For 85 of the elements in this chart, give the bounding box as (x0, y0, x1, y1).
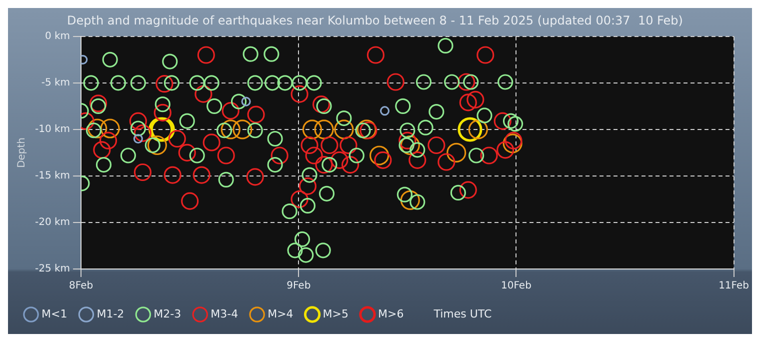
point (129, 112, 147, 130)
point (312, 96, 330, 114)
point (342, 156, 360, 174)
point (502, 134, 522, 154)
point (494, 112, 512, 130)
point (154, 104, 172, 122)
point (134, 163, 152, 182)
point (192, 166, 210, 184)
point (88, 118, 108, 138)
y-tick-label: -5 km (41, 78, 70, 89)
y-tick-label: -15 km (34, 170, 70, 182)
legend-label: M>6 (378, 307, 404, 320)
x-tick-label: 9Feb (286, 280, 311, 292)
y-axis-title: Depth (16, 137, 28, 168)
point (438, 153, 456, 171)
point (290, 85, 308, 103)
point (156, 75, 174, 93)
point (466, 90, 484, 108)
point (290, 190, 308, 208)
point (334, 120, 354, 140)
point (93, 141, 111, 159)
point (99, 132, 118, 150)
point (374, 151, 392, 169)
point (147, 135, 167, 156)
y-tick-label: 0 km (44, 30, 70, 42)
point (400, 190, 420, 210)
point (305, 146, 323, 164)
point (446, 142, 466, 162)
point (480, 146, 498, 164)
x-tick-label: 11Feb (718, 280, 750, 292)
point (100, 118, 120, 138)
point (178, 144, 196, 162)
point (315, 156, 333, 174)
point (246, 168, 264, 186)
point (366, 46, 384, 64)
point (222, 102, 240, 120)
point (89, 94, 108, 112)
point (220, 120, 240, 140)
point (458, 117, 482, 142)
point (428, 136, 446, 154)
point (380, 106, 390, 116)
point (400, 135, 420, 156)
y-tick-label: -20 km (34, 217, 70, 228)
point (370, 146, 390, 166)
point (320, 136, 338, 154)
legend-label: M1-2 (96, 307, 124, 320)
legend-label: M3-4 (210, 307, 238, 320)
point (168, 130, 186, 148)
point (302, 120, 322, 140)
point (241, 96, 251, 106)
point (330, 151, 348, 169)
point (197, 46, 215, 64)
point (496, 141, 514, 159)
legend-label: M<1 (42, 307, 68, 320)
point (217, 146, 235, 164)
point (300, 136, 318, 154)
point (459, 181, 477, 199)
point (459, 94, 477, 112)
legend-label: M2-3 (154, 307, 182, 320)
y-tick-label: -25 km (34, 264, 70, 275)
point (194, 85, 212, 103)
point (458, 73, 476, 91)
point (270, 146, 288, 164)
x-tick-label: 10Feb (500, 280, 532, 292)
point (386, 73, 404, 91)
point (134, 124, 152, 142)
x-tick-label: 8Feb (69, 280, 94, 292)
text: Times UTC (432, 307, 492, 320)
point (476, 46, 494, 64)
point (232, 120, 252, 140)
point (181, 192, 199, 210)
point (247, 106, 265, 124)
legend-label: M>5 (322, 307, 348, 320)
point (340, 136, 358, 154)
point (408, 151, 426, 169)
legend-label: M>4 (268, 307, 294, 320)
point (504, 132, 522, 150)
chart-title: Depth and magnitude of earthquakes near Kolumbo between 8 - 11 Feb 2025 (updated 00:37 10 Feb) (67, 13, 683, 28)
point (202, 134, 220, 152)
point (398, 132, 416, 150)
point (164, 166, 182, 184)
point (133, 134, 143, 144)
y-tick-label: -10 km (34, 124, 70, 136)
point (314, 120, 334, 140)
point (298, 177, 316, 195)
